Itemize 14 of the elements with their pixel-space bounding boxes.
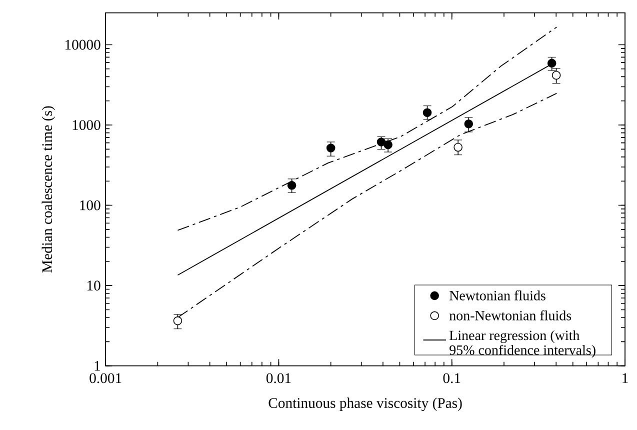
- legend-label: Newtonian fluids: [450, 290, 546, 300]
- y-tick-label: 1: [94, 361, 100, 371]
- y-tick-label: 100: [80, 200, 100, 210]
- x-tick-label: 0.1: [443, 373, 460, 384]
- x-tick-label: 0.01: [266, 373, 291, 384]
- x-tick-label: 0.001: [90, 373, 122, 384]
- y-tick-label: 1000: [72, 120, 100, 130]
- y-axis-title: Median coalescence time (s): [42, 106, 56, 273]
- y-tick-label: 10: [88, 280, 100, 291]
- x-axis-title: Continuous phase viscosity (Pas): [268, 398, 462, 412]
- x-tick-label: 1: [622, 373, 628, 383]
- y-tick-label: 10000: [66, 40, 100, 50]
- legend-label: Linear regression (with 95% confidence intervals): [450, 330, 596, 358]
- legend-label: non-Newtonian fluids: [449, 310, 572, 320]
